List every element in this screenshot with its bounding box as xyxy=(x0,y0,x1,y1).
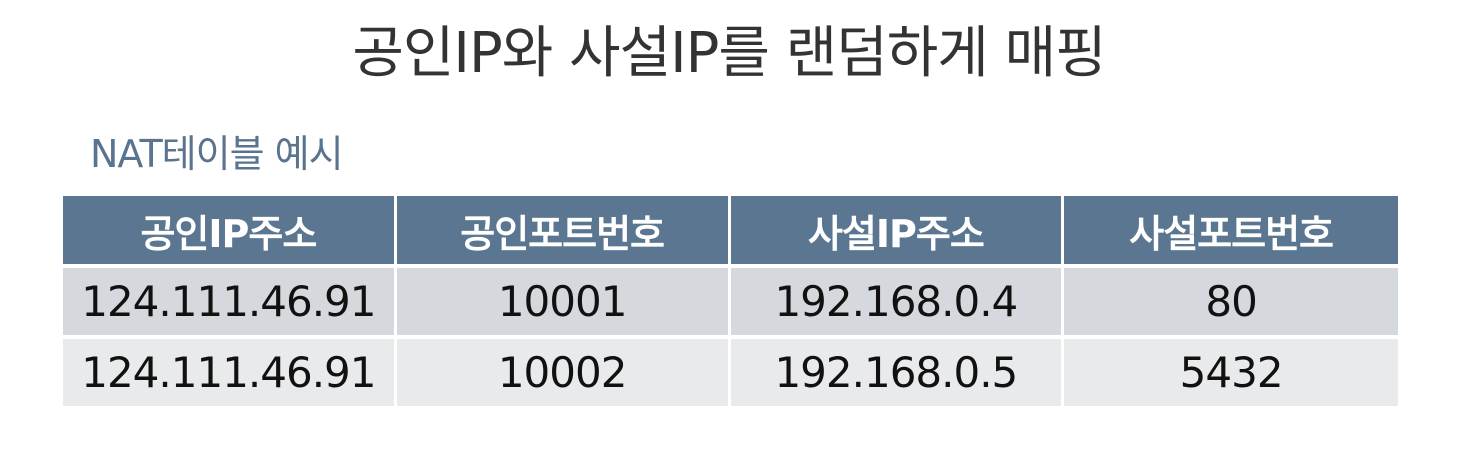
cell-public-ip: 124.111.46.91 xyxy=(63,339,397,410)
cell-private-port: 80 xyxy=(1064,268,1398,339)
cell-public-ip: 124.111.46.91 xyxy=(63,268,397,339)
table-header-row: 공인IP주소 공인포트번호 사설IP주소 사설포트번호 xyxy=(63,196,1398,268)
table-row: 124.111.46.91 10002 192.168.0.5 5432 xyxy=(63,339,1398,410)
page-title: 공인IP와 사설IP를 랜덤하게 매핑 xyxy=(352,21,1106,86)
cell-private-port: 5432 xyxy=(1064,339,1398,410)
header-private-ip: 사설IP주소 xyxy=(730,196,1065,268)
table-row: 124.111.46.91 10001 192.168.0.4 80 xyxy=(63,268,1398,339)
header-public-ip: 공인IP주소 xyxy=(63,196,397,268)
nat-table: 공인IP주소 공인포트번호 사설IP주소 사설포트번호 124.111.46.9… xyxy=(63,196,1398,410)
cell-private-ip: 192.168.0.4 xyxy=(730,268,1065,339)
cell-private-ip: 192.168.0.5 xyxy=(730,339,1065,410)
cell-public-port: 10002 xyxy=(396,339,731,410)
header-private-port: 사설포트번호 xyxy=(1064,196,1398,268)
header-public-port: 공인포트번호 xyxy=(396,196,731,268)
section-subtitle: NAT테이블 예시 xyxy=(90,132,344,176)
cell-public-port: 10001 xyxy=(396,268,731,339)
